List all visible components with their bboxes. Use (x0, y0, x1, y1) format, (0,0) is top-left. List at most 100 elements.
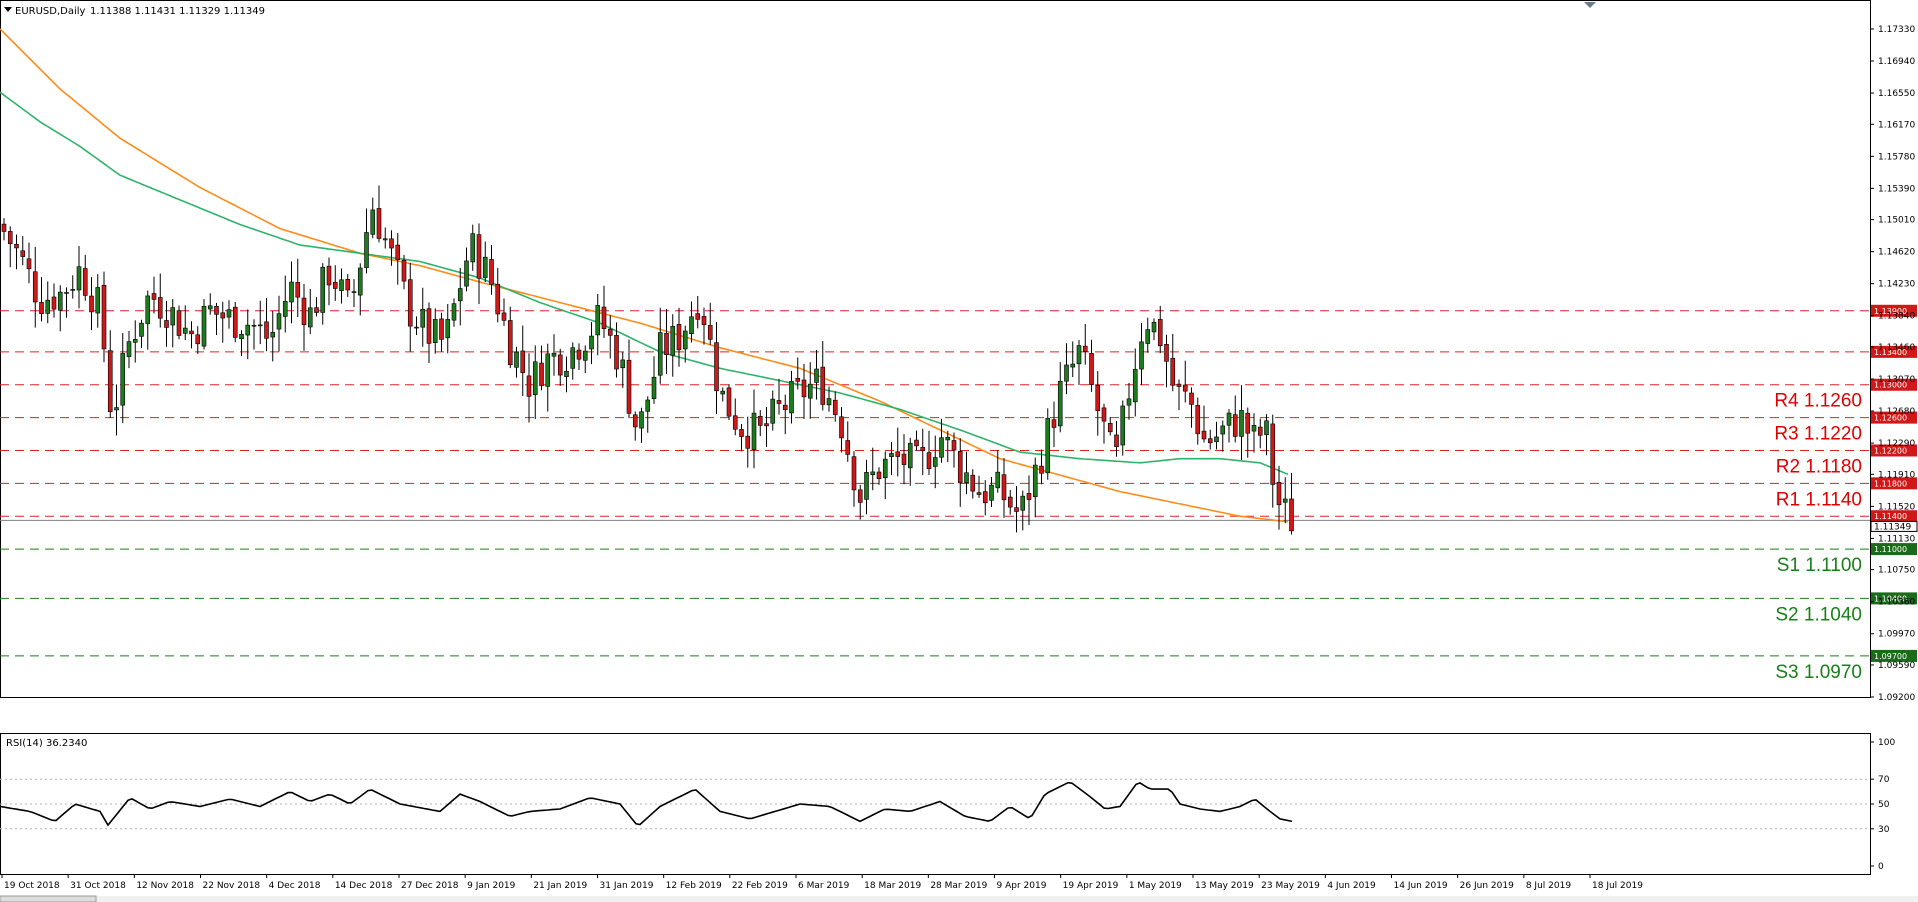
candle-bear (26, 258, 32, 270)
candle-bull (451, 303, 457, 321)
chart-tab[interactable] (0, 895, 97, 902)
time-tick-label: 31 Jan 2019 (600, 881, 654, 891)
price-tick-label: 1.09590 (1878, 661, 1915, 671)
time-axis: 19 Oct 2018 31 Oct 2018 12 Nov 2018 22 Nov … (1, 874, 1643, 891)
candle-bull (470, 233, 476, 263)
candle-bull (620, 359, 626, 369)
candle-bear (739, 429, 744, 437)
level-tag-text: 1.09700 (1874, 652, 1907, 661)
candle-bear (1089, 352, 1094, 385)
candle-bear (676, 324, 682, 351)
candle-bear (926, 452, 932, 469)
candle-bear (1107, 422, 1113, 433)
candle-bull (657, 332, 663, 376)
price-tick-label: 1.11520 (1878, 502, 1915, 512)
price-tick-label: 1.11910 (1878, 470, 1915, 480)
candle-bull (545, 353, 551, 387)
candle-bear (845, 440, 851, 455)
candle-bull (651, 376, 657, 399)
candle-bear (1039, 465, 1044, 474)
candle-bull (564, 370, 569, 377)
candle-bear (7, 231, 13, 244)
candle-bull (826, 398, 832, 406)
time-tick-label: 22 Feb 2019 (732, 881, 788, 891)
level-tag-text: 1.13000 (1874, 381, 1907, 390)
candle-bear (632, 414, 638, 428)
candle-bear (851, 456, 857, 491)
candle-bear (1176, 383, 1182, 387)
level-tag-box (1871, 411, 1917, 424)
candle-bull (770, 398, 776, 424)
candle-bull (207, 305, 213, 310)
level-label: R4 1.1260 (1774, 391, 1862, 412)
time-tick-label: 27 Dec 2018 (401, 881, 459, 891)
candle-bear (301, 297, 307, 325)
candle-bear (314, 307, 319, 313)
candle-bear (476, 234, 482, 279)
candle-bull (432, 319, 438, 343)
price-pane (0, 0, 1871, 698)
candle-bear (426, 308, 432, 344)
price-tick-label: 1.09970 (1878, 630, 1915, 640)
candle-bear (82, 268, 88, 296)
time-tick-label: 13 May 2019 (1195, 881, 1254, 891)
shift-marker-icon[interactable] (1584, 2, 1596, 8)
candle-bear (1026, 493, 1032, 500)
candle-bull (251, 324, 257, 327)
time-tick-label: 21 Jan 2019 (533, 881, 587, 891)
candle-bear (1245, 412, 1251, 434)
candle-bull (870, 471, 876, 475)
candle-bear (701, 316, 707, 326)
candle-bull (95, 287, 101, 314)
candle-bull (132, 339, 138, 343)
price-tick-label: 1.13070 (1878, 375, 1915, 385)
candle-bull (582, 350, 588, 361)
candle-bear (326, 265, 332, 286)
candle-bear (89, 295, 94, 313)
candle-bear (1270, 423, 1276, 485)
candle-bear (1182, 384, 1188, 392)
candle-bull (670, 326, 676, 356)
candle-bear (39, 302, 44, 315)
candle-bull (989, 484, 994, 501)
candle-bull (682, 330, 688, 350)
collapse-triangle-icon[interactable] (4, 7, 12, 12)
candle-bear (389, 238, 394, 249)
time-tick-label: 28 Mar 2019 (930, 881, 987, 891)
candle-bear (1257, 426, 1263, 436)
candle-bull (1220, 425, 1226, 435)
time-tick-label: 9 Jan 2019 (467, 881, 515, 891)
candle-bear (1201, 430, 1207, 440)
candle-bear (407, 279, 413, 327)
candle-bear (607, 328, 613, 336)
candle-bull (339, 279, 344, 291)
level-tag-text: 1.11800 (1874, 479, 1907, 488)
candlesticks (1, 185, 1294, 535)
price-tick-label: 1.10360 (1878, 598, 1915, 608)
candle-bear (164, 320, 169, 328)
price-tick-label: 1.15390 (1878, 184, 1915, 194)
candle-bull (307, 307, 313, 328)
candle-bear (439, 318, 444, 340)
price-tick-label: 1.16940 (1878, 57, 1915, 67)
candle-bear (920, 447, 926, 451)
candle-bull (364, 232, 369, 268)
rsi-indicator (0, 778, 1870, 830)
candle-bear (1082, 345, 1088, 352)
level-tag-text: 1.11400 (1874, 512, 1907, 521)
candle-bull (932, 457, 938, 467)
level-tag-box (1871, 444, 1917, 457)
price-tick-label: 1.16170 (1878, 120, 1915, 130)
rsi-tick-label: 50 (1878, 800, 1890, 810)
candle-bull (551, 352, 557, 357)
time-tick-label: 12 Feb 2019 (666, 881, 722, 891)
candle-bull (1251, 425, 1257, 432)
candle-bear (776, 400, 782, 404)
candle-bear (1289, 498, 1294, 532)
time-tick-label: 14 Dec 2018 (335, 881, 393, 891)
candle-bear (107, 350, 113, 413)
level-tag-text: 1.10400 (1874, 594, 1907, 603)
level-tag-box (1871, 304, 1917, 317)
time-tick-label: 6 Mar 2019 (798, 881, 850, 891)
